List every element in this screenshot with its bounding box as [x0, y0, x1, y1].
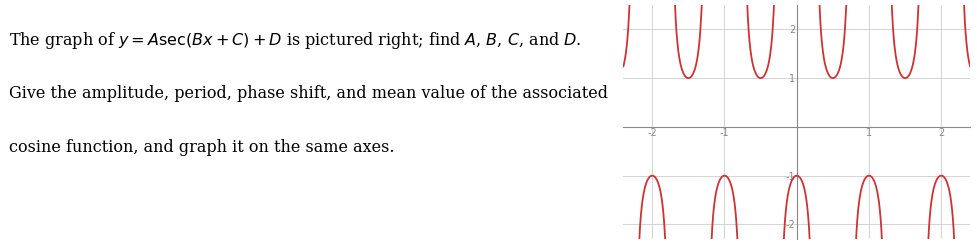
Text: The graph of $y = A\sec(Bx + C) + D$ is pictured right; find $A$, $B$, $C$, and : The graph of $y = A\sec(Bx + C) + D$ is … [9, 30, 582, 51]
Text: cosine function, and graph it on the same axes.: cosine function, and graph it on the sam… [9, 139, 395, 156]
Text: Give the amplitude, period, phase shift, and mean value of the associated: Give the amplitude, period, phase shift,… [9, 85, 609, 102]
